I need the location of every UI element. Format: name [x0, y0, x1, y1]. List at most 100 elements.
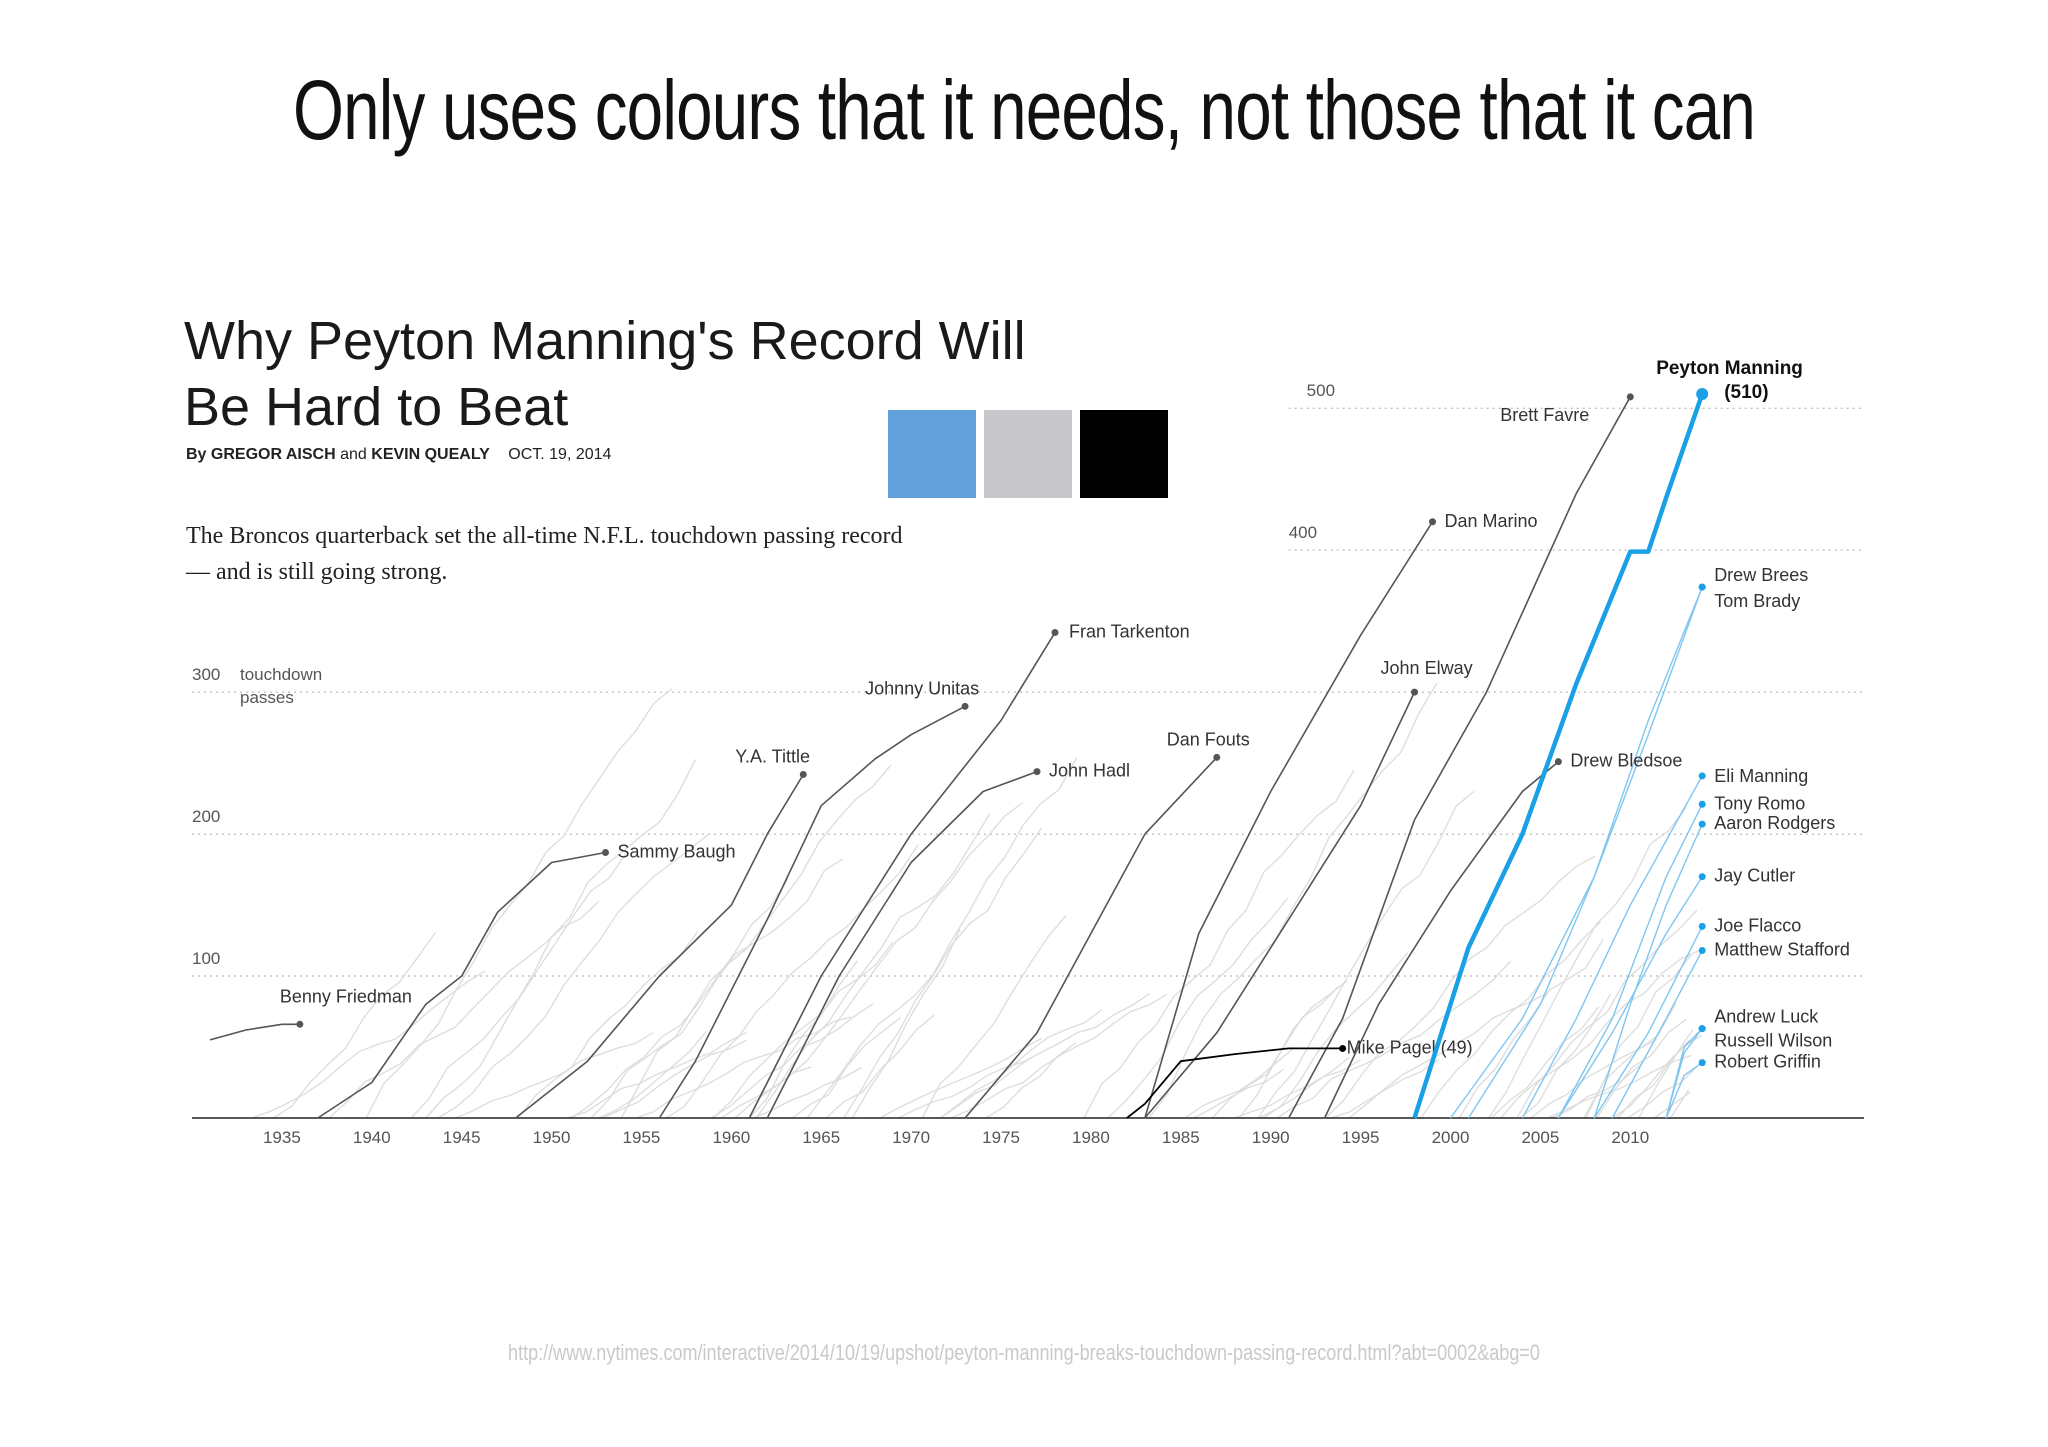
background-career-line: [843, 827, 1043, 1119]
background-career-line: [1263, 952, 1409, 1119]
y-tick-label-200: 200: [192, 807, 220, 826]
background-career-line: [1670, 1089, 1690, 1119]
x-tick-label-1985: 1985: [1162, 1128, 1200, 1147]
series-label-johnny-unitas: Johnny Unitas: [865, 678, 979, 698]
x-tick-label-1995: 1995: [1342, 1128, 1380, 1147]
x-tick-label-2010: 2010: [1611, 1128, 1649, 1147]
background-career-line: [1193, 1068, 1284, 1119]
series-label-fran-tarkenton: Fran Tarkenton: [1069, 621, 1190, 641]
y-tick-label-500: 500: [1307, 381, 1335, 400]
series-line-drew-bledsoe: [1323, 761, 1559, 1119]
x-tick-label-1950: 1950: [533, 1128, 571, 1147]
series-line-robert-griffin: [1665, 1062, 1703, 1119]
x-tick-label-1990: 1990: [1252, 1128, 1290, 1147]
series-line-johnny-unitas: [658, 705, 966, 1119]
y-unit-label-line2: passes: [240, 688, 294, 707]
y-tick-label-300: 300: [192, 665, 220, 684]
background-career-line: [1211, 986, 1339, 1119]
background-career-line: [620, 764, 892, 1119]
x-tick-label-1955: 1955: [623, 1128, 661, 1147]
background-career-line: [1654, 1091, 1691, 1119]
series-end-dot-brett-favre: [1626, 393, 1634, 401]
series-label-mike-pagel: Mike Pagel (49): [1347, 1037, 1473, 1057]
article-dek: The Broncos quarterback set the all-time…: [186, 523, 903, 585]
background-career-line: [939, 1009, 1103, 1119]
background-career-line: [712, 941, 894, 1119]
series-end-dot-matthew-stafford: [1698, 946, 1706, 954]
series-label-eli-manning: Eli Manning: [1714, 766, 1808, 786]
article-headline: Why Peyton Manning's Record Will Be Hard…: [184, 308, 1084, 440]
series-end-dot-y-a-tittle: [799, 770, 807, 778]
background-career-line: [273, 932, 436, 1119]
series-line-aaron-rodgers: [1593, 823, 1703, 1119]
series-label-tony-romo: Tony Romo: [1714, 793, 1805, 813]
series-line-brett-favre: [1287, 396, 1631, 1119]
series-line-peyton-manning: [1412, 393, 1705, 1119]
palette-swatch-black: [1080, 410, 1168, 498]
series-line-y-a-tittle: [515, 774, 804, 1119]
series-end-dot-jay-cutler: [1698, 873, 1706, 881]
series-end-dot-johnny-unitas: [961, 702, 969, 710]
background-career-line: [825, 1014, 935, 1119]
x-tick-label-1945: 1945: [443, 1128, 481, 1147]
series-end-dot-john-elway: [1411, 688, 1419, 696]
background-career-line: [566, 1031, 748, 1119]
background-career-line: [951, 993, 1168, 1119]
series-line-john-elway: [1144, 691, 1416, 1119]
background-career-line: [1257, 790, 1475, 1119]
background-career-line: [1585, 1002, 1677, 1119]
series-end-dot-tom-brady: [1698, 583, 1706, 591]
series-end-dot-peyton-manning: [1696, 388, 1709, 400]
palette-swatch-grey: [984, 410, 1072, 498]
series-line-jay-cutler: [1557, 876, 1703, 1119]
series-line-russell-wilson: [1665, 1028, 1703, 1119]
byline: By GREGOR AISCH and KEVIN QUEALY OCT. 19…: [186, 446, 611, 464]
article-card: Why Peyton Manning's Record Will Be Hard…: [182, 290, 1882, 1150]
series-end-dot-dan-marino: [1429, 518, 1437, 526]
series-label-jay-cutler: Jay Cutler: [1714, 866, 1795, 886]
series-label-peyton-manning: Peyton Manning: [1656, 358, 1803, 379]
series-label-y-a-tittle: Y.A. Tittle: [735, 746, 810, 766]
background-career-line: [1490, 1006, 1600, 1119]
background-career-line: [985, 1042, 1077, 1119]
series-label-tom-brady: Tom Brady: [1714, 591, 1800, 611]
background-career-line: [1083, 770, 1355, 1119]
background-career-line: [806, 757, 1078, 1119]
y-tick-label-100: 100: [192, 949, 220, 968]
background-career-line: [1520, 993, 1612, 1119]
background-career-line: [328, 900, 600, 1119]
series-value-label-peyton-manning: (510): [1724, 382, 1768, 403]
series-label-sammy-baugh: Sammy Baugh: [618, 842, 736, 862]
series-line-matthew-stafford: [1611, 950, 1703, 1119]
series-end-dot-aaron-rodgers: [1698, 820, 1706, 828]
series-line-fran-tarkenton: [748, 632, 1056, 1119]
series-line-mike-pagel: [1126, 1047, 1343, 1119]
series-label-dan-marino: Dan Marino: [1445, 511, 1538, 531]
series-line-dan-marino: [1144, 521, 1434, 1119]
x-tick-label-1980: 1980: [1072, 1128, 1110, 1147]
background-career-line: [665, 844, 919, 1119]
palette-swatch-blue: [888, 410, 976, 498]
background-career-line: [851, 928, 961, 1119]
background-career-line: [1107, 897, 1289, 1119]
background-career-line: [455, 1032, 654, 1119]
background-career-line: [425, 759, 697, 1119]
x-tick-label-1960: 1960: [712, 1128, 750, 1147]
background-career-line: [721, 1066, 812, 1119]
series-end-dot-mike-pagel: [1339, 1044, 1347, 1052]
background-career-line: [437, 834, 709, 1119]
background-career-line: [1420, 920, 1602, 1119]
headline-line-1: Why Peyton Manning's Record Will: [184, 311, 1026, 371]
x-tick-label-1970: 1970: [892, 1128, 930, 1147]
series-line-sammy-baugh: [317, 851, 606, 1119]
series-label-dan-fouts: Dan Fouts: [1167, 729, 1250, 749]
series-label-joe-flacco: Joe Flacco: [1714, 915, 1801, 935]
series-line-john-hadl: [766, 770, 1038, 1119]
article-date: OCT. 19, 2014: [508, 446, 612, 463]
series-label-matthew-stafford: Matthew Stafford: [1714, 939, 1850, 959]
touchdown-chart: 100 200 300 400 500 touchdown passes 1935 1940 19…: [192, 358, 1864, 1147]
slide-title: Only uses colours that it needs, not tho…: [292, 63, 1756, 157]
y-unit-label-line1: touchdown: [240, 665, 322, 684]
background-career-line: [792, 1016, 902, 1119]
background-career-line: [251, 970, 486, 1119]
